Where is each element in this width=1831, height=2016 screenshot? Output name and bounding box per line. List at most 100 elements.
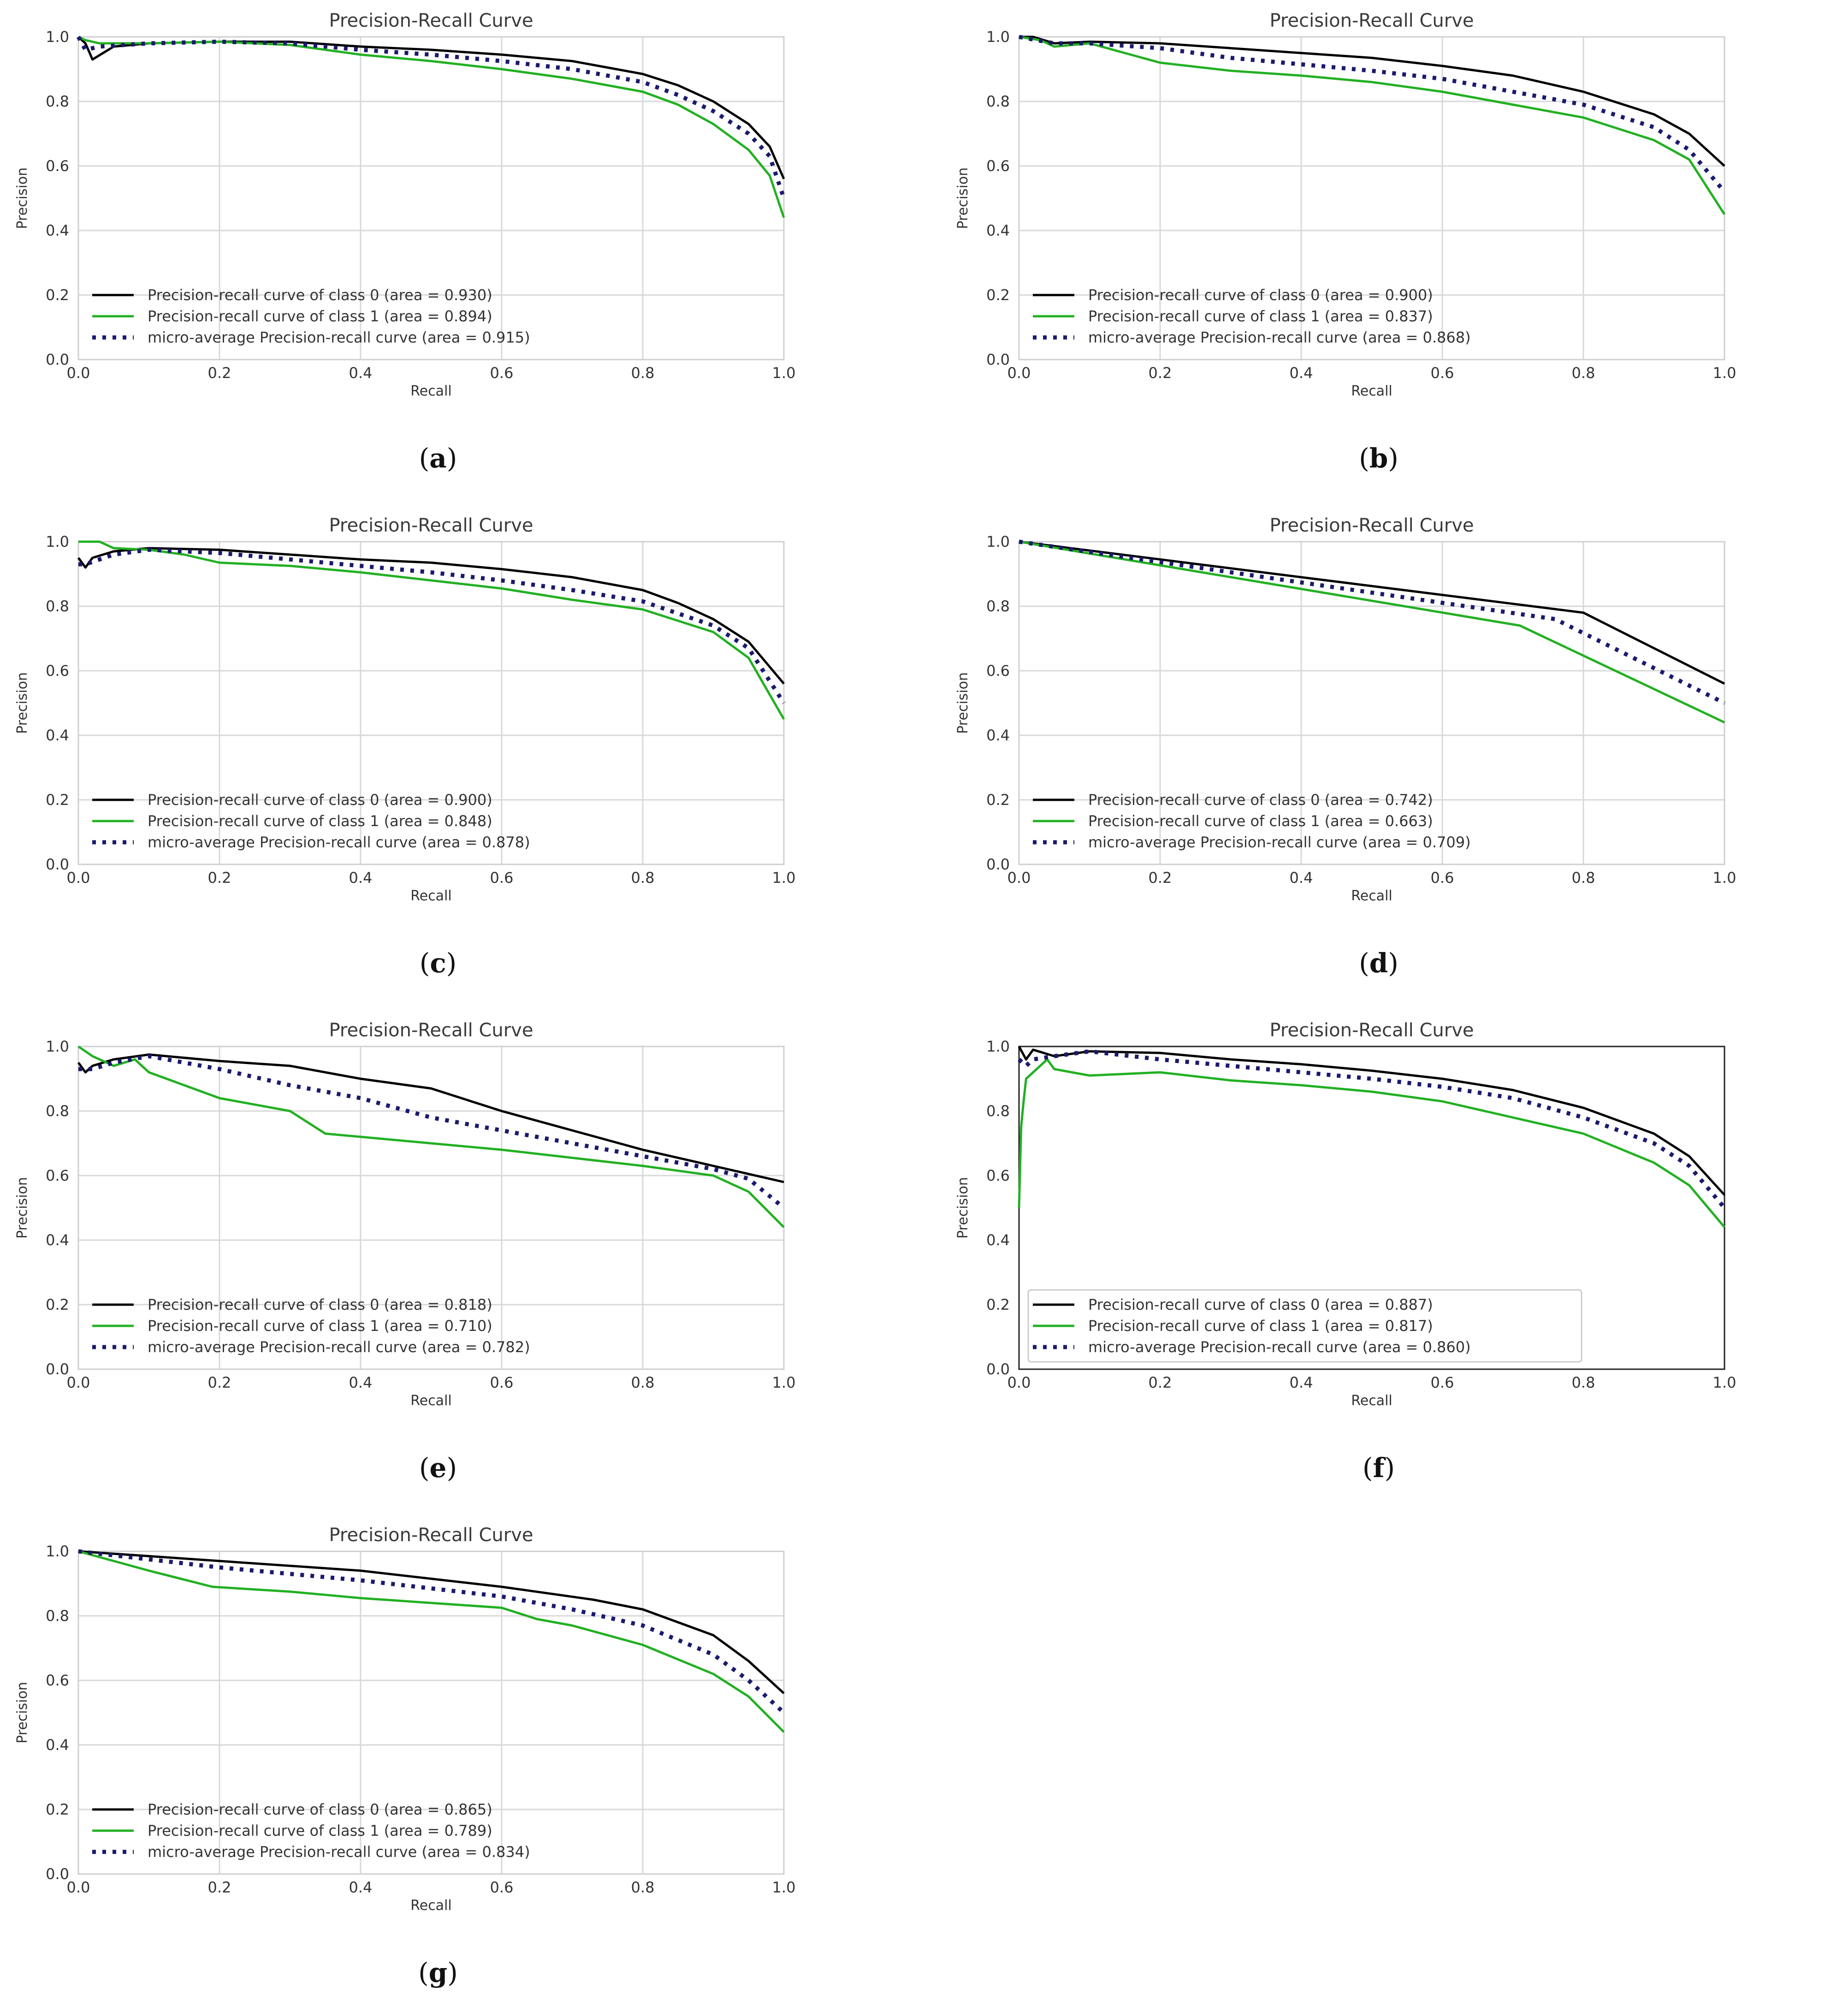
x-tick-label: 0.0	[67, 1879, 90, 1896]
x-axis-label: Recall	[410, 1393, 452, 1409]
series-line-2	[1019, 539, 1725, 705]
series-line-1	[77, 35, 785, 218]
x-tick-label: 0.2	[208, 364, 231, 382]
x-tick-label: 0.6	[1431, 364, 1454, 382]
chart-title: Precision-Recall Curve	[1270, 10, 1474, 31]
y-tick-label: 0.2	[986, 286, 1010, 304]
y-tick-label: 0.0	[986, 856, 1010, 873]
panel-c: Precision-Recall Curve 0.0 0.2 0.4 0.6 0.8 1.0…	[9, 505, 867, 984]
x-tick-label: 0.6	[490, 869, 514, 887]
x-tick-label: 1.0	[772, 1374, 796, 1391]
legend-entry-1: Precision-recall curve of class 1 (area …	[1088, 1317, 1433, 1335]
chart-title: Precision-Recall Curve	[1270, 1020, 1474, 1041]
legend-entry-0: Precision-recall curve of class 0 (area …	[148, 1801, 492, 1818]
series-line-1	[77, 1045, 785, 1228]
legend-entry-0: Precision-recall curve of class 0 (area …	[1088, 791, 1433, 809]
x-tick-label: 0.8	[631, 869, 655, 887]
chart-b-svg: Precision-Recall Curve 0.0 0.2 0.4 0.6 0.8 1.0…	[955, 10, 1736, 399]
y-tick-label: 0.4	[46, 727, 69, 744]
x-tick-label: 0.2	[208, 1374, 231, 1391]
series-line-1	[78, 540, 785, 720]
legend-entry-1: Precision-recall curve of class 1 (area …	[148, 1317, 492, 1335]
y-axis-label: Precision	[955, 167, 971, 229]
plot-frame	[77, 1046, 785, 1370]
x-tick-label: 0.4	[349, 869, 373, 887]
x-tick-label: 0.8	[631, 1374, 655, 1391]
y-tick-label: 0.2	[986, 1296, 1010, 1313]
y-tick-label: 0.8	[46, 597, 69, 615]
series-line-2	[78, 1054, 785, 1210]
y-tick-label: 0.8	[46, 93, 69, 110]
x-tick-label: 0.4	[1290, 364, 1313, 382]
x-axis-label: Recall	[1351, 383, 1393, 399]
legend-entry-1: Precision-recall curve of class 1 (area …	[1088, 812, 1433, 830]
y-tick-label: 0.0	[46, 856, 69, 873]
legend-entry-0: Precision-recall curve of class 0 (area …	[1088, 1296, 1433, 1313]
x-tick-label: 0.2	[1149, 1374, 1172, 1391]
y-tick-label: 0.6	[46, 1167, 69, 1184]
x-tick-label: 0.0	[67, 869, 90, 887]
legend-entry-2: micro-average Precision-recall curve (ar…	[1088, 1338, 1471, 1356]
panel-f: Precision-Recall Curve 0.0 0.2 0.4 0.6 0.8 1.0…	[950, 1010, 1807, 1489]
x-tick-label: 0.4	[349, 1879, 373, 1896]
y-tick-label: 0.2	[986, 791, 1010, 809]
x-tick-label: 0.4	[349, 364, 373, 382]
x-tick-label: 1.0	[1713, 1374, 1736, 1391]
legend-entry-2: micro-average Precision-recall curve (ar…	[148, 329, 530, 346]
y-tick-label: 0.8	[986, 597, 1010, 615]
x-tick-label: 0.8	[631, 1879, 655, 1896]
y-tick-label: 0.0	[46, 1865, 69, 1883]
chart-title: Precision-Recall Curve	[329, 1525, 533, 1546]
x-tick-label: 0.2	[208, 869, 231, 887]
x-tick-label: 0.0	[1007, 364, 1031, 382]
plot-frame	[77, 1550, 785, 1875]
x-axis-label: Recall	[410, 1898, 452, 1914]
x-tick-label: 0.0	[1007, 1374, 1031, 1391]
x-tick-label: 0.2	[1149, 364, 1172, 382]
x-tick-label: 1.0	[772, 869, 796, 887]
y-tick-label: 0.0	[46, 351, 69, 368]
chart-title: Precision-Recall Curve	[329, 1020, 533, 1041]
y-tick-label: 1.0	[46, 533, 69, 550]
panel-g: Precision-Recall Curve 0.0 0.2 0.4 0.6 0.8 1.0…	[9, 1514, 867, 1994]
series-line-1	[78, 1550, 785, 1733]
x-tick-label: 0.4	[349, 1374, 373, 1391]
y-tick-label: 1.0	[986, 28, 1010, 46]
series-line-1	[1019, 540, 1725, 724]
series-line-0	[1019, 540, 1725, 685]
y-tick-label: 0.6	[46, 1672, 69, 1689]
legend-entry-1: Precision-recall curve of class 1 (area …	[148, 307, 492, 325]
x-tick-label: 0.6	[490, 1879, 514, 1896]
y-tick-label: 0.6	[46, 157, 69, 175]
y-tick-label: 0.2	[46, 791, 69, 809]
x-tick-label: 0.6	[490, 1374, 514, 1391]
x-tick-label: 1.0	[772, 364, 796, 382]
x-tick-label: 0.4	[1290, 869, 1313, 887]
plot-frame	[77, 36, 785, 361]
y-axis-label: Precision	[955, 1177, 971, 1239]
legend-entry-0: Precision-recall curve of class 0 (area …	[148, 791, 492, 809]
series-line-0	[77, 547, 785, 685]
panel-label-c: (c)	[419, 947, 457, 979]
y-tick-label: 1.0	[46, 1543, 69, 1560]
x-tick-label: 0.2	[1149, 869, 1172, 887]
panel-label-g: (g)	[418, 1957, 458, 1988]
y-axis-label: Precision	[955, 672, 971, 734]
chart-title: Precision-Recall Curve	[329, 10, 533, 31]
series-line-1	[1019, 35, 1726, 215]
y-tick-label: 0.6	[46, 662, 69, 680]
panel-d: Precision-Recall Curve 0.0 0.2 0.4 0.6 0.8 1.0…	[950, 505, 1807, 984]
y-tick-label: 0.4	[46, 222, 69, 239]
y-tick-label: 0.4	[986, 727, 1010, 744]
x-tick-label: 0.8	[1572, 1374, 1595, 1391]
y-tick-label: 1.0	[986, 1038, 1010, 1055]
chart-a-svg: Precision-Recall Curve 0.0 0.2 0.4 0.6 0.8 1.0…	[14, 10, 796, 399]
x-tick-label: 1.0	[772, 1879, 796, 1896]
x-tick-label: 0.6	[1431, 869, 1454, 887]
y-tick-label: 0.8	[46, 1607, 69, 1625]
x-tick-label: 0.8	[631, 364, 655, 382]
x-tick-label: 0.8	[1572, 364, 1595, 382]
legend-entry-1: Precision-recall curve of class 1 (area …	[148, 812, 492, 830]
legend-entry-0: Precision-recall curve of class 0 (area …	[1088, 286, 1433, 304]
